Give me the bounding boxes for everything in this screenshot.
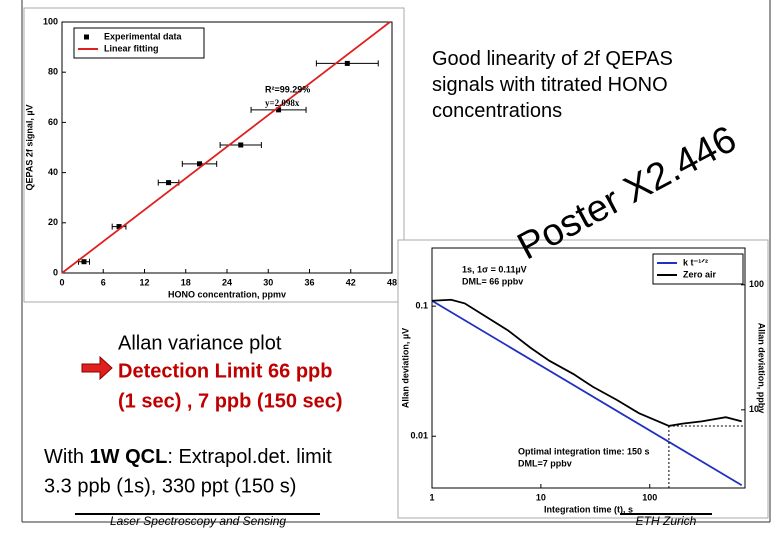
footer-right: ETH Zurich [636,514,697,528]
x-tick-label: 30 [263,277,273,287]
qcl-line: With 1W QCL: Extrapol.det. limit [44,446,332,468]
x-tick-label: 42 [346,277,356,287]
annotation: DML=7 ppbv [518,458,572,468]
allan-limit: Detection Limit 66 ppb [118,360,332,382]
y-tick-label: 40 [48,167,58,177]
x-axis-label: HONO concentration, ppmv [168,289,286,299]
annotation: 1s, 1σ = 0.11µV [462,264,527,274]
x-tick-label: 10 [536,492,546,502]
y2-tick-label: 100 [749,279,764,289]
y-tick-label: 20 [48,217,58,227]
y-tick-label: 0.1 [415,301,428,311]
series-line [61,21,391,274]
x-tick-label: 100 [642,492,657,502]
allan-times: (1 sec) , 7 ppb (150 sec) [118,390,343,412]
data-point [276,107,282,113]
x-tick-label: 24 [222,277,232,287]
data-point [197,161,202,167]
y-axis-label: Allan deviation, µV [400,328,410,408]
legend-label: Zero air [683,269,717,279]
data-point [81,259,87,265]
arrow-icon [81,355,113,381]
y-tick-label: 0.01 [410,431,428,441]
annotation: Optimal integration time: 150 s [518,446,650,456]
allan-title: Allan variance plot [118,332,282,354]
data-point [344,60,350,66]
x-tick-label: 12 [139,277,149,287]
qcl-rest: : Extrapol.det. limit [167,446,332,468]
figure-2-frame [397,239,769,519]
series-line [431,298,742,427]
data-point [116,224,122,230]
y-axis-label: QEPAS 2f signal, µV [24,104,34,190]
x-axis-label: Integration time (t), s [544,504,633,514]
y2-axis-label: Allan deviation, ppbv [757,323,767,414]
annotation: R²=99.29% [265,84,310,94]
legend-label: k t⁻¹ᐟ² [683,257,708,267]
x-tick-label: 0 [59,277,64,287]
legend-swatch [84,34,89,40]
qcl-bold: 1W QCL [90,446,168,468]
qcl-values: 3.3 ppb (1s), 330 ppt (150 s) [44,475,296,497]
footer-left: Laser Spectroscopy and Sensing [110,514,286,528]
plot-frame [431,247,746,489]
data-point [238,142,244,148]
x-tick-label: 6 [101,277,106,287]
annotation: y=2.098x [265,98,300,108]
headline: Good linearity of 2f QEPAS signals with t… [432,48,673,122]
y-tick-label: 60 [48,117,58,127]
annotation: DML= 66 ppbv [462,276,523,286]
optimum-guide [668,425,745,488]
x-tick-label: 48 [387,277,397,287]
legend-box [652,253,744,285]
y2-tick-label: 10 [749,404,759,414]
x-tick-label: 36 [304,277,314,287]
y-tick-label: 80 [48,67,58,77]
legend-label: Linear fitting [104,43,159,53]
y-tick-label: 100 [43,16,58,26]
series-line [431,300,743,487]
data-point [166,180,172,186]
legend-box [73,27,205,59]
x-tick-label: 1 [429,492,434,502]
legend-label: Experimental data [104,31,183,41]
x-tick-label: 18 [181,277,191,287]
y-tick-label: 0 [53,267,58,277]
qcl-intro: With [44,446,90,468]
